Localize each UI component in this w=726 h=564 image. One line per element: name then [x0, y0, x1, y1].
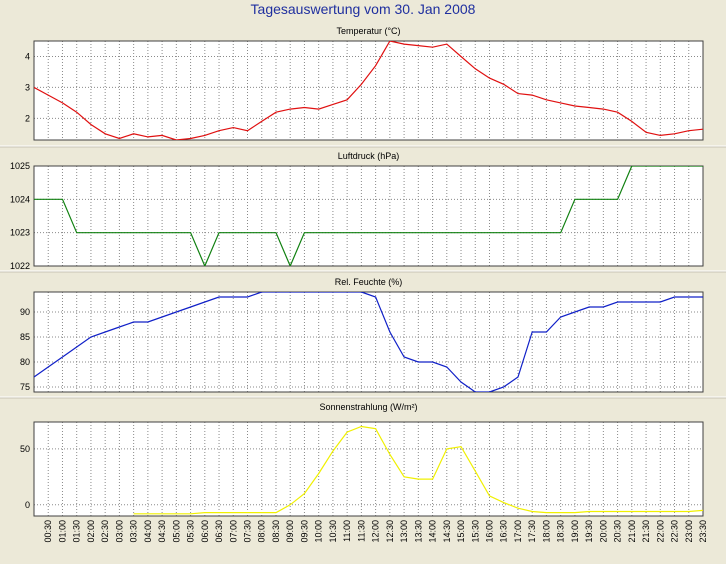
chart-title: Temperatur (°C) [336, 26, 400, 36]
x-tick-label: 07:30 [243, 520, 253, 543]
x-tick-label: 04:30 [157, 520, 167, 543]
x-tick-label: 09:30 [299, 520, 309, 543]
x-tick-label: 11:00 [342, 520, 352, 542]
plot-border [33, 165, 704, 267]
y-tick-label: 4 [25, 51, 30, 61]
plot-area [34, 422, 703, 516]
x-tick-label: 09:00 [285, 520, 295, 543]
x-tick-label: 17:00 [513, 520, 523, 543]
x-tick-label: 18:00 [541, 520, 551, 543]
plot-border [33, 291, 704, 393]
chart-title: Sonnenstrahlung (W/m²) [319, 402, 417, 412]
x-tick-label: 14:30 [442, 520, 452, 543]
x-tick-label: 15:00 [456, 520, 466, 543]
y-tick-label: 80 [20, 357, 30, 367]
x-tick-label: 23:00 [684, 520, 694, 543]
x-tick-label: 15:30 [470, 520, 480, 543]
x-tick-label: 03:00 [114, 520, 124, 543]
y-tick-label: 0 [25, 500, 30, 510]
plot-border [33, 40, 704, 141]
x-tick-label: 02:00 [86, 520, 96, 543]
x-tick-label: 07:00 [228, 520, 238, 543]
x-axis: 00:30 01:00 01:30 02:00 02:30 03:00 03:30 04:00… [43, 520, 708, 543]
y-tick-label: 3 [25, 82, 30, 92]
x-tick-label: 16:00 [484, 520, 494, 543]
x-tick-label: 12:00 [371, 520, 381, 543]
series-line [34, 166, 703, 266]
x-tick-label: 04:00 [143, 520, 153, 543]
x-tick-label: 23:30 [698, 520, 708, 543]
series-line [133, 425, 703, 515]
x-tick-label: 22:30 [670, 520, 680, 543]
x-tick-label: 21:30 [641, 520, 651, 543]
series-line [34, 292, 703, 392]
x-tick-label: 05:00 [171, 520, 181, 543]
x-tick-label: 06:30 [214, 520, 224, 543]
x-tick-label: 20:00 [598, 520, 608, 543]
y-tick-label: 2 [25, 113, 30, 123]
y-tick-label: 1024 [10, 194, 30, 204]
y-tick-label: 1022 [10, 261, 30, 271]
chart-title: Luftdruck (hPa) [338, 151, 400, 161]
x-tick-label: 03:30 [129, 520, 139, 543]
chart-panel-4: Sonnenstrahlung (W/m²) 0 50 [20, 402, 704, 517]
page-title: Tagesauswertung vom 30. Jan 2008 [250, 1, 476, 17]
x-tick-label: 13:30 [413, 520, 423, 543]
x-tick-label: 12:30 [385, 520, 395, 543]
x-tick-label: 05:30 [186, 520, 196, 543]
y-tick-label: 1025 [10, 161, 30, 171]
x-tick-label: 00:30 [43, 520, 53, 543]
x-tick-label: 08:30 [271, 520, 281, 543]
chart-panel-3: Rel. Feuchte (%) 75 80 85 90 [20, 277, 704, 393]
x-tick-label: 19:30 [584, 520, 594, 543]
x-tick-label: 02:30 [100, 520, 110, 543]
x-tick-label: 08:00 [257, 520, 267, 543]
x-tick-label: 19:00 [570, 520, 580, 543]
x-tick-label: 10:00 [314, 520, 324, 543]
x-tick-label: 21:00 [627, 520, 637, 543]
x-tick-label: 01:00 [57, 520, 67, 543]
x-tick-label: 01:30 [72, 520, 82, 543]
chart-panel-2: Luftdruck (hPa) 1022 1023 1024 1025 [10, 151, 704, 271]
x-tick-label: 14:00 [428, 520, 438, 543]
y-tick-label: 90 [20, 307, 30, 317]
series-line [34, 41, 703, 140]
plot-area [34, 41, 703, 140]
x-tick-label: 17:30 [527, 520, 537, 543]
chart-panel-1: Temperatur (°C) 2 3 4 [25, 26, 704, 141]
x-tick-label: 06:00 [200, 520, 210, 543]
x-tick-label: 20:30 [613, 520, 623, 543]
y-tick-label: 1023 [10, 228, 30, 238]
chart-title: Rel. Feuchte (%) [335, 277, 403, 287]
x-tick-label: 10:30 [328, 520, 338, 543]
y-tick-label: 50 [20, 444, 30, 454]
x-tick-label: 13:00 [399, 520, 409, 543]
x-tick-label: 11:30 [356, 520, 366, 542]
y-tick-label: 85 [20, 332, 30, 342]
x-tick-label: 18:30 [556, 520, 566, 543]
x-tick-label: 22:00 [655, 520, 665, 543]
plot-area [34, 292, 703, 392]
y-tick-label: 75 [20, 382, 30, 392]
plot-border [33, 421, 704, 517]
x-tick-label: 16:30 [499, 520, 509, 543]
plot-area [34, 166, 703, 266]
